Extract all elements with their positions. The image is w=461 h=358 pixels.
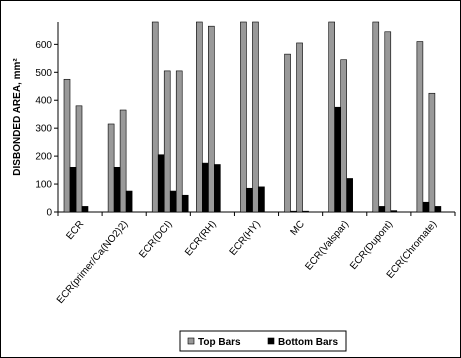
bar [246, 187, 253, 213]
legend-swatch [187, 337, 195, 345]
bar [302, 210, 309, 213]
legend-label: Bottom Bars [278, 337, 338, 348]
bar [328, 21, 335, 213]
bar [252, 21, 259, 213]
bar [434, 206, 442, 213]
y-tick-label: 0 [46, 208, 52, 219]
bar [169, 190, 177, 213]
bar [208, 25, 215, 213]
y-tick-label: 100 [35, 180, 52, 191]
y-tick-label: 400 [35, 96, 52, 107]
y-tick-label: 300 [35, 124, 52, 135]
y-axis-label: DISBONDED AREA, mm² [12, 58, 23, 176]
bar [340, 59, 347, 213]
bar [258, 186, 265, 213]
bar [125, 190, 133, 213]
legend-swatch [267, 337, 275, 345]
bar [384, 31, 392, 213]
bar [416, 41, 424, 213]
bar [163, 70, 171, 213]
bar [75, 105, 83, 213]
bar [284, 53, 291, 213]
y-tick-label: 500 [35, 68, 52, 79]
bar [151, 21, 159, 213]
bar [119, 109, 127, 213]
y-tick-label: 600 [35, 40, 52, 51]
bar [196, 21, 203, 213]
bar [240, 21, 247, 213]
bar [81, 206, 89, 213]
y-tick-label: 200 [35, 152, 52, 163]
bar [290, 210, 297, 213]
bar [113, 166, 121, 213]
bar [422, 201, 430, 213]
bar [428, 92, 436, 213]
bar [390, 210, 398, 213]
bar [202, 162, 209, 213]
bar [181, 194, 189, 213]
bar [63, 78, 71, 213]
bar [334, 106, 341, 213]
bar [107, 123, 115, 213]
legend-label: Top Bars [198, 337, 241, 348]
bar [372, 21, 380, 213]
bar [157, 154, 165, 213]
bar [346, 178, 353, 213]
bar [378, 206, 386, 213]
bar [296, 42, 303, 213]
bar [214, 164, 221, 213]
legend-box [179, 330, 347, 352]
bar [175, 70, 183, 213]
bar [69, 166, 77, 213]
